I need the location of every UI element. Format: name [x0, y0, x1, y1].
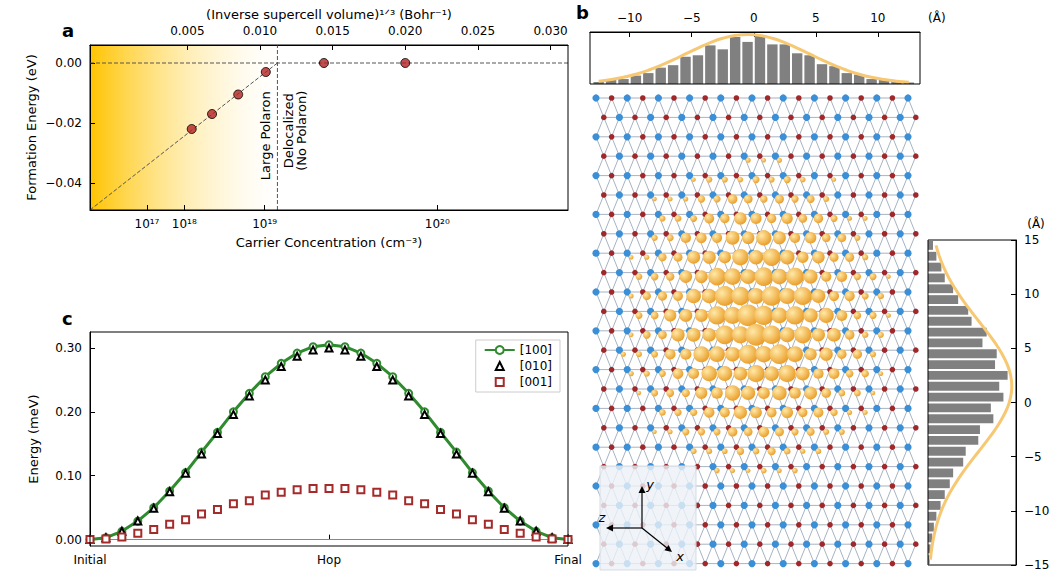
svg-text:10¹⁷: 10¹⁷ [135, 217, 160, 231]
svg-text:y: y [645, 477, 654, 492]
svg-text:(No Polaron): (No Polaron) [294, 91, 309, 171]
svg-text:10¹⁸: 10¹⁸ [172, 217, 197, 231]
svg-text:[010]: [010] [520, 359, 552, 373]
svg-text:0.020: 0.020 [388, 24, 422, 38]
svg-text:0.10: 0.10 [55, 469, 82, 483]
svg-text:−15: −15 [1024, 558, 1049, 572]
svg-text:z: z [598, 510, 607, 525]
svg-text:10¹⁹: 10¹⁹ [252, 217, 277, 231]
svg-text:c: c [62, 308, 73, 329]
svg-text:Initial: Initial [73, 553, 106, 567]
svg-text:a: a [62, 20, 74, 41]
svg-text:Large Polaron: Large Polaron [258, 91, 273, 180]
svg-text:−0.02: −0.02 [45, 116, 82, 130]
svg-text:[100]: [100] [520, 343, 552, 357]
svg-text:[001]: [001] [520, 375, 552, 389]
svg-text:b: b [576, 2, 589, 23]
svg-text:(Inverse supercell volume)¹ᐟ³: (Inverse supercell volume)¹ᐟ³ (Bohr⁻¹) [206, 7, 452, 22]
svg-text:10: 10 [870, 11, 885, 25]
svg-text:0.00: 0.00 [55, 56, 82, 70]
svg-text:Delocalized: Delocalized [281, 93, 297, 169]
svg-text:15: 15 [1024, 233, 1039, 247]
svg-text:0: 0 [1024, 396, 1032, 410]
svg-text:5: 5 [1024, 341, 1032, 355]
svg-text:x: x [675, 549, 684, 564]
svg-text:−5: −5 [683, 11, 701, 25]
svg-text:Hop: Hop [317, 553, 341, 567]
svg-text:0.005: 0.005 [170, 24, 204, 38]
svg-text:(Å): (Å) [1027, 216, 1045, 231]
svg-text:−10: −10 [1024, 504, 1049, 518]
svg-text:(Å): (Å) [928, 10, 946, 25]
svg-text:0.010: 0.010 [243, 24, 277, 38]
svg-text:−0.04: −0.04 [45, 176, 82, 190]
svg-text:Carrier Concentration (cm⁻³): Carrier Concentration (cm⁻³) [236, 235, 423, 250]
svg-text:Formation Energy (eV): Formation Energy (eV) [24, 54, 39, 200]
svg-text:10: 10 [1024, 287, 1039, 301]
svg-text:0.30: 0.30 [55, 341, 82, 355]
svg-text:Energy (meV): Energy (meV) [26, 394, 41, 483]
svg-text:0.015: 0.015 [315, 24, 349, 38]
svg-text:−5: −5 [1024, 450, 1042, 464]
svg-text:0: 0 [750, 11, 758, 25]
svg-text:Final: Final [554, 553, 582, 567]
svg-text:0.20: 0.20 [55, 405, 82, 419]
svg-text:10²⁰: 10²⁰ [425, 217, 450, 231]
svg-text:0.00: 0.00 [55, 533, 82, 547]
svg-text:0.030: 0.030 [533, 24, 567, 38]
svg-text:5: 5 [812, 11, 820, 25]
svg-text:−10: −10 [617, 11, 642, 25]
svg-text:0.025: 0.025 [461, 24, 495, 38]
